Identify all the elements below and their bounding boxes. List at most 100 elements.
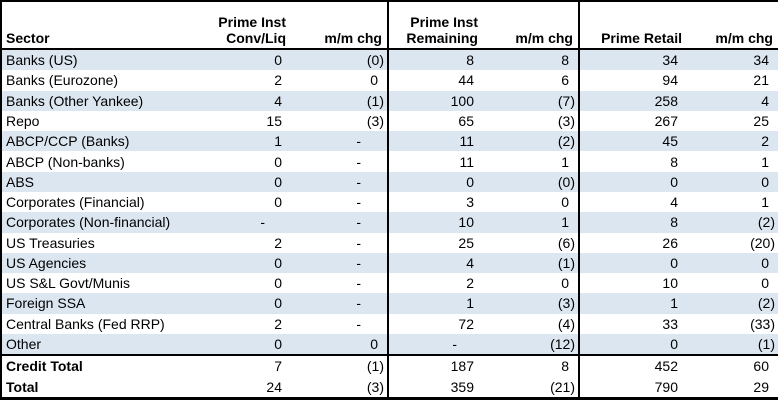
- row-label: US Treasuries: [6, 234, 95, 251]
- cell: (3): [483, 293, 580, 314]
- row-label: US Agencies: [1, 252, 206, 274]
- col-header-mm-chg-3: m/m chg: [687, 1, 778, 50]
- col-header-line2: Remaining: [406, 29, 478, 46]
- row-label: ABCP/CCP (Banks): [1, 131, 206, 152]
- cell: 25: [753, 112, 769, 129]
- row-label: ABS: [1, 171, 206, 192]
- cell: 1: [761, 153, 769, 170]
- table-row: Foreign SSA 0-1 (3) 1 (2): [1, 293, 778, 314]
- cell: 0: [761, 275, 769, 292]
- cell: 25: [458, 234, 474, 251]
- table-row: ABCP (Non-banks) 0-11 1 8 1: [1, 151, 778, 172]
- cell: 1: [483, 212, 580, 233]
- cell: -: [291, 191, 389, 213]
- cell: (3): [291, 110, 389, 132]
- cell: 0: [579, 171, 687, 192]
- cell: (20): [750, 234, 775, 251]
- col-header-mm-chg-1: m/m chg: [291, 1, 389, 50]
- cell: 0: [388, 171, 483, 192]
- col-header-prime-inst-remaining: Prime Inst Remaining: [388, 1, 483, 50]
- cell: (0): [291, 49, 389, 71]
- cell: -: [291, 131, 389, 152]
- cell: 0: [206, 252, 291, 274]
- table-row: Total 24 (3) 359 (21) 790 29: [1, 376, 778, 399]
- cell: (2): [687, 293, 778, 314]
- row-label: Banks (US): [1, 49, 206, 71]
- row-label: Corporates (Non-financial): [1, 212, 206, 233]
- cell: 8: [579, 212, 687, 233]
- cell: 0: [291, 333, 389, 356]
- cell: 60: [687, 354, 778, 377]
- row-label: Banks (Other Yankee): [1, 90, 206, 111]
- cell: 4: [687, 90, 778, 111]
- cell: (2): [483, 131, 580, 152]
- cell: 21: [753, 72, 769, 89]
- cell: 8: [483, 354, 580, 377]
- cell: 15: [266, 112, 282, 129]
- cell: (2): [687, 212, 778, 233]
- cell: 33: [662, 315, 678, 332]
- col-header-label: m/m chg: [324, 29, 382, 46]
- cell: 359: [388, 376, 483, 399]
- cell: 3: [466, 194, 474, 211]
- cell: (1): [291, 354, 389, 377]
- row-label: Repo: [6, 112, 40, 129]
- col-header-prime-inst-conv-liq: Prime Inst Conv/Liq: [206, 1, 291, 50]
- cell: 45: [579, 131, 687, 152]
- cell: 267: [654, 112, 678, 129]
- cell: 0: [206, 49, 291, 71]
- cell: 1: [579, 293, 687, 314]
- row-label: Foreign SSA: [1, 293, 206, 314]
- cell: 2: [274, 234, 282, 251]
- cell: (4): [483, 313, 580, 334]
- cell: 65: [458, 112, 474, 129]
- table-row: Other 0 0- (12) 0 (1): [1, 333, 778, 356]
- cell: -: [388, 333, 483, 356]
- table-row: Corporates (Financial) 0-3 0 4 1: [1, 191, 778, 213]
- row-label: Other: [1, 333, 206, 356]
- cell: 0: [274, 275, 282, 292]
- col-header-sector: Sector: [1, 1, 206, 50]
- table-row: Corporates (Non-financial) - -10 1 8 (2): [1, 212, 778, 233]
- cell: 2: [274, 315, 282, 332]
- table-row: Repo 15 (3) 65 (3) 267 25: [1, 110, 778, 132]
- cell: 4: [388, 252, 483, 274]
- table-row: US Agencies 0-4 (1) 0 0: [1, 252, 778, 274]
- cell: (1): [291, 90, 389, 111]
- cell: (12): [483, 333, 580, 356]
- cell: -: [291, 151, 389, 172]
- row-label: US S&L Govt/Munis: [6, 275, 130, 292]
- cell: 94: [662, 72, 678, 89]
- table-header: Sector Prime Inst Conv/Liq m/m chg Prime…: [1, 1, 778, 50]
- cell: 0: [206, 171, 291, 192]
- cell: 4: [206, 90, 291, 111]
- cell: -: [291, 232, 389, 253]
- cell: 1: [388, 293, 483, 314]
- table-row: US Treasuries 2- 25 (6) 26 (20): [1, 232, 778, 253]
- cell: 0: [206, 293, 291, 314]
- col-header-mm-chg-2: m/m chg: [483, 1, 580, 50]
- cell: 34: [579, 49, 687, 71]
- cell: -: [291, 293, 389, 314]
- cell: 0: [579, 252, 687, 274]
- table-row: Central Banks (Fed RRP) 2- 72 (4) 33 (33): [1, 313, 778, 334]
- row-label: Corporates (Financial): [6, 194, 145, 211]
- cell: 10: [662, 275, 678, 292]
- cell: 8: [670, 153, 678, 170]
- cell: 0: [579, 333, 687, 356]
- cell: 6: [483, 70, 580, 91]
- row-label: Total: [1, 376, 206, 399]
- cell: -: [291, 212, 389, 233]
- row-label: ABCP (Non-banks): [6, 153, 125, 170]
- col-header-line1: Prime Inst: [410, 13, 478, 30]
- row-label: Banks (Eurozone): [6, 72, 119, 89]
- col-header-line1: Prime Inst: [218, 13, 286, 30]
- cell: 29: [687, 376, 778, 399]
- col-header-prime-retail: Prime Retail: [579, 1, 687, 50]
- col-header-line2: Conv/Liq: [226, 29, 286, 46]
- cell: 8: [483, 49, 580, 71]
- row-label: Credit Total: [1, 354, 206, 377]
- cell: 11: [459, 153, 474, 170]
- table-row: Credit Total 7 (1) 187 8 452 60: [1, 354, 778, 377]
